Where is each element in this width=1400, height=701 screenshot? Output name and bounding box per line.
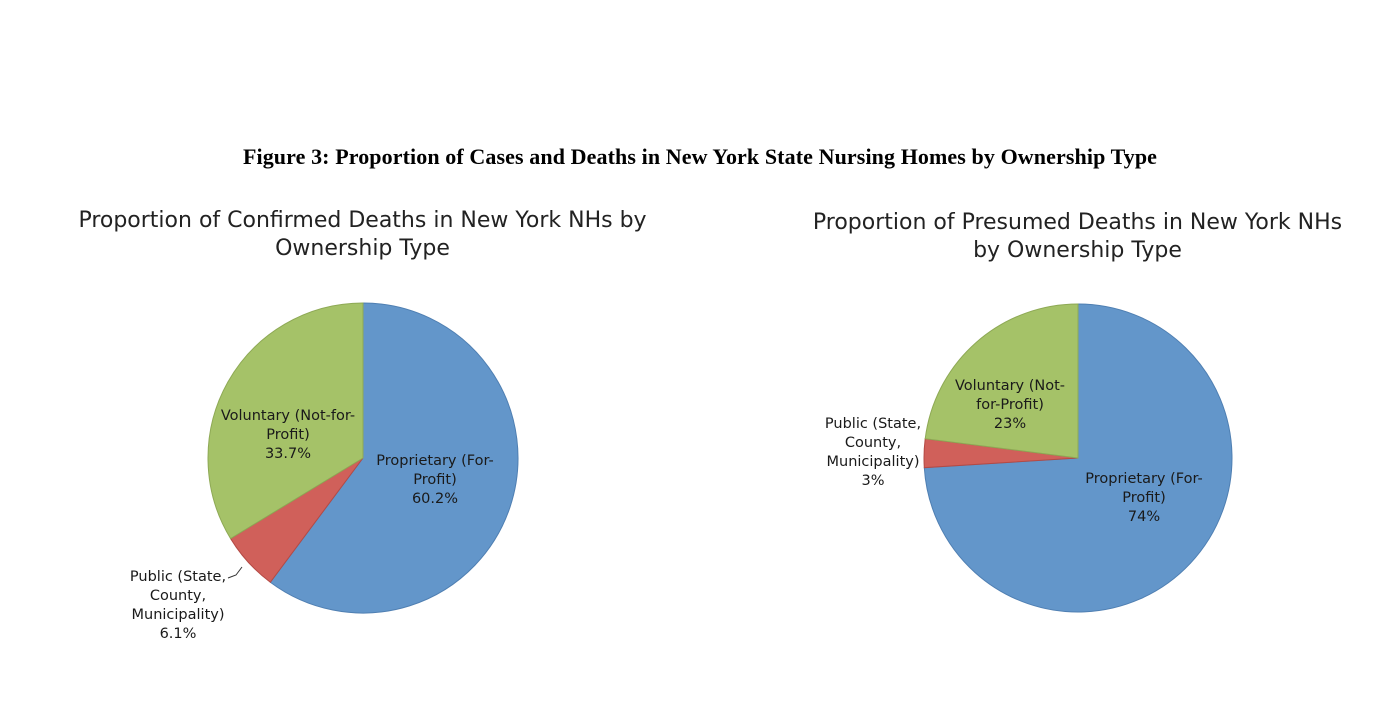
slice-value-label: 33.7% xyxy=(265,446,311,462)
slice-value-label: 23% xyxy=(994,416,1026,432)
slice-value-label: 6.1% xyxy=(160,626,197,642)
slice-name-line: Profit) xyxy=(413,472,456,488)
slice-value-label: 3% xyxy=(861,473,884,489)
slice-name-line: Municipality) xyxy=(827,454,920,470)
slice-label: Public (State, County, Municipality) 6.1% xyxy=(130,569,226,642)
slice-value-label: 74% xyxy=(1128,509,1160,525)
slice-name-line: Proprietary (For- xyxy=(376,453,493,469)
slice-name-line: Profit) xyxy=(266,427,309,443)
slice-name-line: for-Profit) xyxy=(976,397,1044,413)
slice-name-line: Voluntary (Not- xyxy=(955,378,1065,394)
slice-name-line: County, xyxy=(845,435,901,451)
pie-slice xyxy=(924,303,1079,459)
chart-title-presumed: Proportion of Presumed Deaths in New Yor… xyxy=(800,209,1355,265)
chart-title-line: Proportion of Presumed Deaths in New Yor… xyxy=(812,210,1343,235)
slice-name-line: County, xyxy=(150,588,206,604)
figure-title: Figure 3: Proportion of Cases and Deaths… xyxy=(242,144,1158,169)
slice-name-line: Public (State, xyxy=(825,416,921,432)
slice-label: Voluntary (Not-for- Profit) 33.7% xyxy=(221,408,355,462)
slice-name-line: Voluntary (Not-for- xyxy=(221,408,355,424)
slice-label: Proprietary (For- Profit) 60.2% xyxy=(376,453,493,507)
chart-title-line: by Ownership Type xyxy=(973,238,1182,263)
slice-label: Public (State, County, Municipality) 3% xyxy=(825,416,921,489)
pie-slice xyxy=(207,302,364,540)
chart-title-line: Proportion of Confirmed Deaths in New Yo… xyxy=(78,208,647,233)
chart-title-line: Ownership Type xyxy=(275,236,450,261)
slice-name-line: Public (State, xyxy=(130,569,226,585)
slice-name-line: Proprietary (For- xyxy=(1085,471,1202,487)
slice-name-line: Municipality) xyxy=(132,607,225,623)
slice-value-label: 60.2% xyxy=(412,491,458,507)
pie-slice xyxy=(269,302,519,614)
slice-label: Proprietary (For- Profit) 74% xyxy=(1085,471,1202,525)
leader-line xyxy=(227,566,243,579)
slice-name-line: Profit) xyxy=(1122,490,1165,506)
slice-label: Voluntary (Not-for-Profit) 23% xyxy=(955,378,1065,432)
chart-title-confirmed: Proportion of Confirmed Deaths in New Yo… xyxy=(60,207,665,263)
